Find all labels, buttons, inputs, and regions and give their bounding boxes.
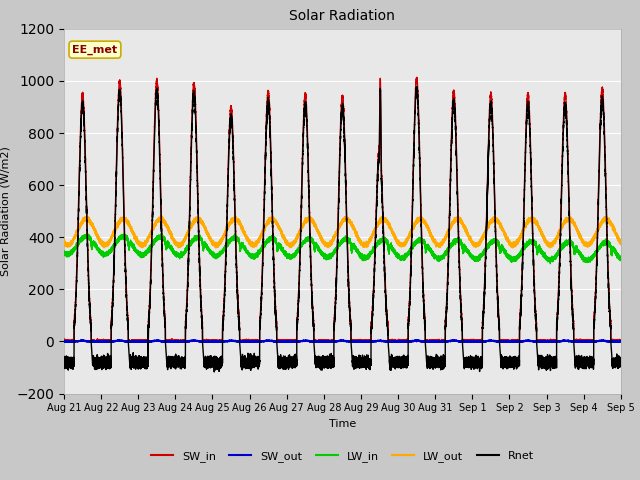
SW_out <box>617 338 625 344</box>
SW_out <box>404 339 412 345</box>
Line: SW_in: SW_in <box>64 77 621 341</box>
Line: Rnet: Rnet <box>64 86 621 372</box>
LW_in <box>494 240 502 245</box>
SW_in <box>515 338 523 344</box>
LW_in <box>508 257 515 263</box>
Line: SW_out: SW_out <box>64 340 621 342</box>
LW_out <box>212 245 220 251</box>
LW_in <box>617 255 625 261</box>
LW_out <box>617 239 625 244</box>
Legend: SW_in, SW_out, LW_in, LW_out, Rnet: SW_in, SW_out, LW_in, LW_out, Rnet <box>147 446 538 467</box>
Rnet <box>89 359 97 365</box>
SW_out <box>89 339 97 345</box>
Rnet <box>617 358 625 363</box>
LW_in <box>60 249 68 254</box>
LW_out <box>415 215 423 221</box>
LW_out <box>494 217 502 223</box>
Title: Solar Radiation: Solar Radiation <box>289 10 396 24</box>
LW_in <box>415 239 423 245</box>
Y-axis label: Solar Radiation (W/m2): Solar Radiation (W/m2) <box>1 146 11 276</box>
Rnet <box>211 369 218 375</box>
SW_out <box>515 339 523 345</box>
LW_out <box>157 213 164 219</box>
Rnet <box>415 151 423 157</box>
SW_in <box>508 337 515 343</box>
SW_out <box>60 339 68 345</box>
LW_out <box>60 240 68 245</box>
Line: LW_in: LW_in <box>64 233 621 264</box>
SW_in <box>60 338 68 344</box>
Rnet <box>479 326 486 332</box>
SW_out <box>494 339 502 345</box>
X-axis label: Time: Time <box>329 419 356 429</box>
Rnet <box>494 297 502 302</box>
LW_in <box>479 250 486 256</box>
LW_in <box>89 239 97 245</box>
SW_out <box>508 339 515 345</box>
SW_in <box>479 320 486 325</box>
SW_out <box>415 337 423 343</box>
SW_in <box>413 74 420 80</box>
LW_out <box>89 224 97 230</box>
LW_in <box>515 252 523 258</box>
SW_in <box>617 338 625 344</box>
LW_out <box>508 241 515 247</box>
Rnet <box>515 361 523 367</box>
SW_out <box>479 338 486 344</box>
Rnet <box>508 362 515 368</box>
SW_out <box>559 337 567 343</box>
Text: EE_met: EE_met <box>72 45 118 55</box>
LW_out <box>479 236 486 242</box>
LW_in <box>158 230 166 236</box>
SW_in <box>89 337 97 343</box>
LW_in <box>547 261 554 266</box>
Rnet <box>60 358 68 363</box>
Rnet <box>413 84 420 89</box>
Line: LW_out: LW_out <box>64 216 621 248</box>
SW_in <box>415 143 423 149</box>
LW_out <box>515 236 523 241</box>
SW_in <box>494 290 502 296</box>
